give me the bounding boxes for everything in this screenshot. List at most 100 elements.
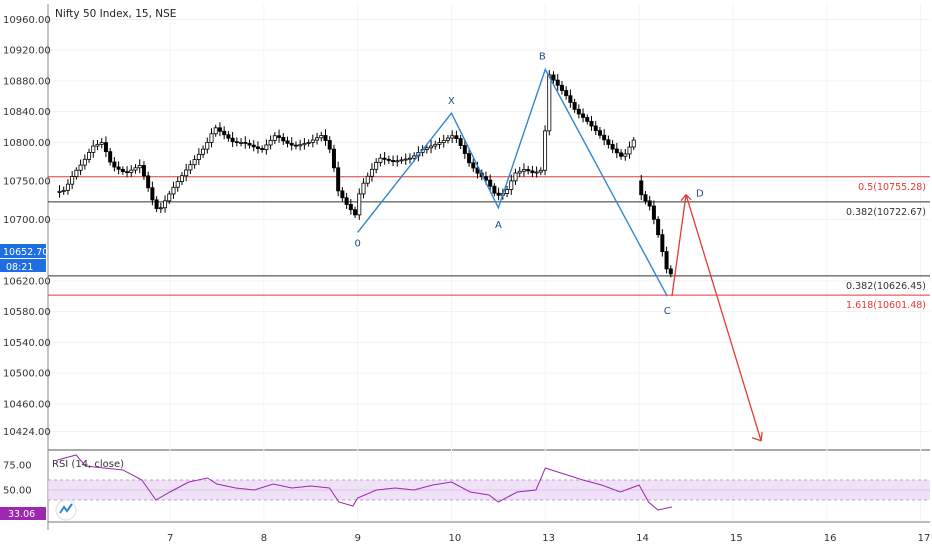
candle xyxy=(65,183,70,191)
candle xyxy=(458,138,463,146)
candle xyxy=(610,144,615,150)
pattern-point-label: 0 xyxy=(354,238,360,249)
candle xyxy=(651,205,656,220)
candle xyxy=(564,90,569,97)
candle xyxy=(205,142,210,150)
candle xyxy=(239,142,244,144)
candle xyxy=(179,175,184,182)
candle xyxy=(412,155,417,159)
candle xyxy=(331,148,336,169)
candle xyxy=(547,74,552,132)
price-badge: 10652.70 08:21 xyxy=(0,244,48,273)
pattern-point-label: A xyxy=(495,220,502,231)
candle xyxy=(585,117,590,122)
candle xyxy=(315,137,320,141)
rsi-label: RSI (14, close) xyxy=(52,459,124,470)
candle xyxy=(543,130,548,171)
countdown-badge-bg xyxy=(0,259,46,272)
candle xyxy=(369,168,374,177)
pattern-line xyxy=(357,67,668,297)
candle xyxy=(660,234,665,253)
candle xyxy=(61,189,66,192)
candle xyxy=(281,137,286,142)
candle xyxy=(70,176,75,185)
candle xyxy=(272,135,277,141)
candle xyxy=(112,161,117,168)
candle xyxy=(593,125,598,132)
candle xyxy=(378,157,383,163)
candle xyxy=(391,160,396,163)
candle xyxy=(141,165,146,177)
candle xyxy=(158,207,163,210)
y-tick-label: 10960.00 xyxy=(3,15,51,26)
fib-label: 0.382(10722.67) xyxy=(846,207,926,218)
x-tick-label: 8 xyxy=(261,533,267,544)
candle xyxy=(108,151,113,163)
candle xyxy=(188,164,193,171)
x-tick-label: 10 xyxy=(448,533,461,544)
candle xyxy=(277,135,282,138)
candle xyxy=(382,157,387,160)
x-tick-label: 17 xyxy=(918,533,931,544)
x-tick-label: 7 xyxy=(167,533,173,544)
candle xyxy=(184,169,189,177)
candle xyxy=(361,182,366,195)
candle xyxy=(403,158,408,161)
candle xyxy=(264,144,269,150)
candle xyxy=(509,180,514,190)
candle xyxy=(559,84,564,91)
candle xyxy=(234,141,239,144)
candle xyxy=(217,127,222,132)
candle xyxy=(462,145,467,154)
candle xyxy=(614,148,619,154)
candle xyxy=(526,169,531,172)
pattern-point-label: C xyxy=(664,306,671,317)
candle xyxy=(429,145,434,149)
candle xyxy=(407,157,412,160)
candle xyxy=(597,130,602,136)
candle xyxy=(196,153,201,160)
tradingview-logo-icon xyxy=(55,499,77,521)
candle xyxy=(95,143,100,147)
axes: 10960.00 10920.00 10880.00 10840.00 10800.00… xyxy=(3,15,930,544)
candle xyxy=(386,158,391,161)
candle xyxy=(513,172,518,182)
x-tick-label: 9 xyxy=(355,533,361,544)
rsi-y-tick-label: 50.00 xyxy=(3,486,32,497)
candle xyxy=(639,180,644,196)
candle xyxy=(424,147,429,150)
x-tick-label: 15 xyxy=(730,533,743,544)
x-tick-label: 16 xyxy=(824,533,837,544)
candle xyxy=(551,74,556,81)
candle xyxy=(268,139,273,146)
rsi-y-tick-label: 75.00 xyxy=(3,461,32,472)
candle xyxy=(78,164,83,171)
x-tick-label: 13 xyxy=(542,533,555,544)
candle xyxy=(496,192,501,196)
candle xyxy=(454,135,459,139)
candle xyxy=(572,102,577,110)
candle xyxy=(167,193,172,202)
candle xyxy=(243,142,248,144)
candle xyxy=(348,204,353,211)
price-badge-value: 10652.70 xyxy=(3,247,48,258)
rsi-line xyxy=(57,454,673,511)
candle xyxy=(171,186,176,195)
y-tick-label: 10424.00 xyxy=(3,427,51,438)
candle xyxy=(116,166,121,170)
candle xyxy=(302,143,307,146)
candle xyxy=(647,200,652,207)
candle xyxy=(222,130,227,136)
rsi-badge-bg xyxy=(0,507,46,520)
candle xyxy=(82,158,87,166)
fib-label: 0.382(10626.45) xyxy=(846,281,926,292)
candle xyxy=(568,95,573,103)
candle xyxy=(631,139,636,148)
candle xyxy=(175,181,180,188)
candle xyxy=(201,148,206,155)
candle xyxy=(517,170,522,174)
y-tick-label: 10800.00 xyxy=(3,138,51,149)
candle xyxy=(467,153,472,164)
candle xyxy=(306,142,311,144)
candle xyxy=(668,268,673,275)
